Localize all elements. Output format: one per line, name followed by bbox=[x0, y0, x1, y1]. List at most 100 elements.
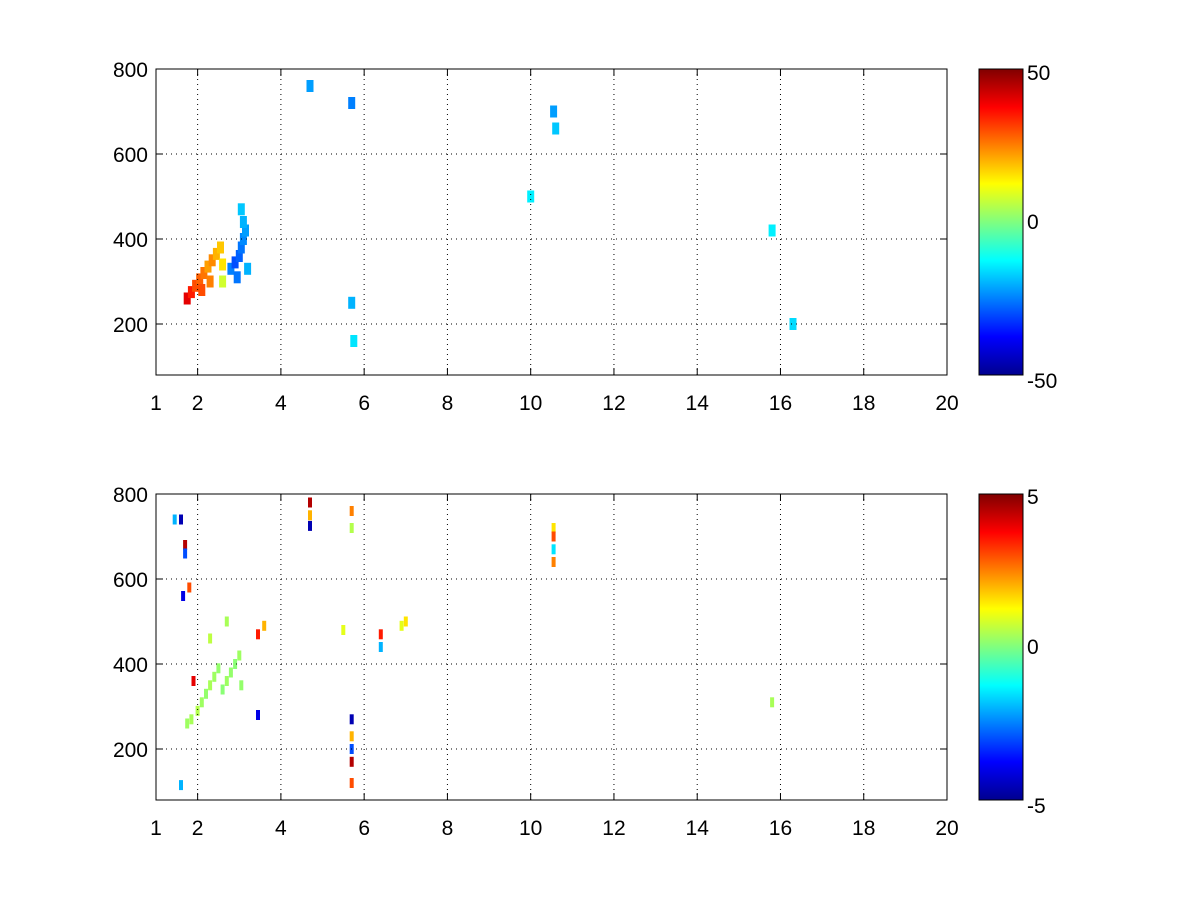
top-heatmap-cell bbox=[552, 122, 560, 135]
top-colorbar bbox=[978, 68, 1024, 376]
bottom-colorbar-label-max: 5 bbox=[1027, 486, 1039, 509]
bottom-heatmap-cell bbox=[256, 629, 260, 640]
bottom-heatmap-cell bbox=[308, 520, 312, 531]
bottom-heatmap-cell bbox=[551, 531, 556, 542]
bottom-heatmap-cell bbox=[195, 705, 200, 716]
top-x-tick-label: 1 bbox=[150, 392, 162, 415]
top-heatmap-cell bbox=[550, 105, 558, 118]
bottom-colorbar bbox=[978, 493, 1024, 801]
top-heatmap-cell bbox=[239, 216, 247, 228]
bottom-x-tick-label: 2 bbox=[192, 817, 204, 840]
top-x-tick-label: 12 bbox=[602, 392, 625, 415]
bottom-x-tick-label: 4 bbox=[275, 817, 287, 840]
top-heatmap-cell bbox=[217, 241, 224, 254]
top-heatmap-cell bbox=[789, 318, 797, 330]
top-heatmap-cell bbox=[200, 267, 208, 279]
bottom-heatmap-cell bbox=[233, 659, 238, 669]
top-heatmap-cell bbox=[768, 224, 776, 237]
bottom-heatmap-cell bbox=[183, 548, 188, 559]
bottom-heatmap-cell bbox=[187, 582, 192, 593]
bottom-heatmap-cell bbox=[308, 497, 312, 508]
top-x-tick-label: 6 bbox=[358, 392, 370, 415]
bottom-y-tick-label: 800 bbox=[113, 484, 148, 507]
bottom-heatmap-cell bbox=[179, 514, 183, 525]
bottom-plot-area bbox=[156, 494, 947, 800]
top-heatmap-cell bbox=[348, 97, 356, 109]
bottom-x-tick-label: 18 bbox=[852, 817, 875, 840]
bottom-heatmap-cell bbox=[378, 642, 383, 652]
bottom-colorbar-label-min: -5 bbox=[1027, 795, 1046, 818]
bottom-heatmap-cell bbox=[216, 663, 221, 674]
bottom-heatmap-cell bbox=[349, 756, 354, 767]
bottom-x-tick-label: 12 bbox=[602, 817, 625, 840]
bottom-heatmap-cell bbox=[228, 667, 233, 678]
top-heatmap-cell bbox=[192, 279, 200, 292]
top-heatmap-cell bbox=[206, 275, 214, 288]
bottom-heatmap-cell bbox=[237, 650, 242, 661]
top-heatmap-cell bbox=[227, 262, 235, 275]
top-heatmap-cell bbox=[350, 335, 358, 347]
top-heatmap-cell bbox=[242, 224, 249, 237]
bottom-heatmap-cell bbox=[349, 506, 354, 516]
top-x-tick-label: 14 bbox=[686, 392, 710, 415]
top-x-tick-label: 8 bbox=[442, 392, 454, 415]
bottom-y-tick-label: 600 bbox=[113, 569, 148, 592]
bottom-heatmap-cell bbox=[191, 676, 196, 686]
top-y-tick-label: 400 bbox=[113, 229, 148, 252]
bottom-x-tick-label: 1 bbox=[150, 817, 162, 840]
top-heatmap-cell bbox=[219, 258, 227, 271]
top-x-tick-label: 16 bbox=[769, 392, 792, 415]
top-heatmap-cell bbox=[196, 273, 204, 286]
bottom-heatmap-cell bbox=[239, 680, 244, 691]
bottom-heatmap-cell bbox=[224, 616, 229, 627]
top-y-ticks: 200 400 600 800 bbox=[113, 59, 947, 337]
top-colorbar-label-min: -50 bbox=[1027, 370, 1057, 393]
top-heatmap-cells bbox=[183, 80, 797, 347]
top-colorbar-label-mid: 0 bbox=[1027, 211, 1039, 234]
bottom-heatmap-cell bbox=[220, 684, 225, 695]
top-heatmap-cell bbox=[187, 286, 195, 299]
top-x-tick-label: 4 bbox=[275, 392, 287, 415]
bottom-grid bbox=[156, 494, 947, 800]
bottom-heatmap-cell bbox=[262, 620, 267, 631]
top-heatmap-cell bbox=[233, 271, 241, 284]
top-heatmap-cell bbox=[237, 203, 245, 216]
top-axes-frame bbox=[155, 68, 948, 376]
bottom-heatmap-cell bbox=[349, 731, 354, 742]
bottom-heatmap-cell bbox=[199, 697, 204, 708]
bottom-colorbar-label-mid: 0 bbox=[1027, 636, 1039, 659]
bottom-heatmap-cell bbox=[183, 540, 188, 550]
bottom-heatmap-cell bbox=[551, 544, 556, 555]
bottom-heatmap-cell bbox=[208, 680, 213, 691]
bottom-heatmap-cell bbox=[308, 510, 312, 521]
bottom-heatmap-cell bbox=[185, 718, 190, 729]
bottom-x-ticks: 1 2 4 6 8 10 12 14 16 18 20 bbox=[150, 494, 959, 840]
bottom-y-ticks: 200 400 600 800 bbox=[113, 484, 947, 762]
top-heatmap-cell bbox=[235, 250, 243, 262]
top-heatmap-cell bbox=[244, 262, 252, 275]
bottom-heatmap-cell bbox=[224, 676, 229, 686]
bottom-heatmap-cell bbox=[378, 629, 383, 640]
top-heatmap-cell bbox=[212, 247, 220, 260]
bottom-x-tick-label: 6 bbox=[358, 817, 370, 840]
bottom-axes-frame bbox=[155, 493, 948, 801]
top-heatmap-cell bbox=[348, 296, 356, 309]
bottom-heatmap-cell bbox=[551, 557, 556, 567]
top-heatmap-cell bbox=[219, 275, 227, 288]
bottom-heatmap-cell bbox=[341, 625, 346, 635]
bottom-heatmap-cell bbox=[349, 523, 354, 533]
bottom-x-tick-label: 20 bbox=[935, 817, 958, 840]
top-x-tick-label: 10 bbox=[519, 392, 542, 415]
top-heatmap-cell bbox=[198, 284, 206, 296]
top-colorbar-label-max: 50 bbox=[1027, 62, 1050, 85]
top-y-tick-label: 800 bbox=[113, 59, 148, 82]
top-x-tick-label: 18 bbox=[852, 392, 875, 415]
top-heatmap-cell bbox=[306, 80, 314, 92]
top-x-tick-label: 20 bbox=[935, 392, 958, 415]
top-heatmap-cell bbox=[527, 190, 535, 203]
top-heatmap-cell bbox=[237, 241, 245, 254]
bottom-heatmap-cell bbox=[349, 778, 354, 788]
bottom-heatmap-cell bbox=[551, 523, 556, 533]
